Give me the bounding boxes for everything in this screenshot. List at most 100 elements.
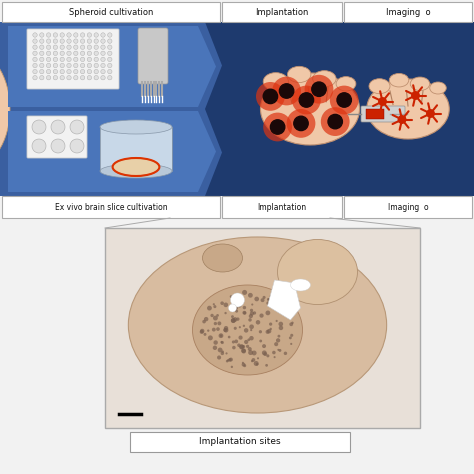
Circle shape <box>108 57 112 62</box>
Text: Ex vivo brain slice cultivation: Ex vivo brain slice cultivation <box>55 202 167 211</box>
Circle shape <box>259 313 264 318</box>
Circle shape <box>46 51 51 55</box>
Circle shape <box>60 75 64 80</box>
Circle shape <box>242 311 246 315</box>
Circle shape <box>291 321 294 324</box>
FancyBboxPatch shape <box>366 109 384 119</box>
Circle shape <box>81 45 85 49</box>
Circle shape <box>241 348 246 353</box>
Circle shape <box>299 93 314 107</box>
Circle shape <box>60 51 64 55</box>
Circle shape <box>248 318 252 322</box>
Circle shape <box>252 358 255 362</box>
Polygon shape <box>8 26 216 107</box>
FancyBboxPatch shape <box>0 22 474 196</box>
Circle shape <box>212 328 216 332</box>
Circle shape <box>398 116 406 123</box>
Ellipse shape <box>288 66 311 82</box>
Circle shape <box>286 311 289 314</box>
Circle shape <box>305 75 333 104</box>
Circle shape <box>233 308 237 311</box>
Ellipse shape <box>369 79 390 94</box>
Ellipse shape <box>113 158 159 176</box>
Text: Imaging  o: Imaging o <box>388 202 428 211</box>
Circle shape <box>234 339 238 343</box>
FancyBboxPatch shape <box>130 432 350 452</box>
Circle shape <box>269 322 272 326</box>
Circle shape <box>231 318 236 323</box>
Circle shape <box>60 33 64 37</box>
Circle shape <box>94 33 99 37</box>
Circle shape <box>242 362 244 364</box>
Circle shape <box>87 64 91 68</box>
Circle shape <box>73 57 78 62</box>
Circle shape <box>94 75 99 80</box>
Circle shape <box>427 110 434 117</box>
Ellipse shape <box>261 73 359 145</box>
Ellipse shape <box>313 71 336 87</box>
Circle shape <box>275 320 278 322</box>
Text: Implantation: Implantation <box>255 8 309 17</box>
Circle shape <box>243 364 246 367</box>
Circle shape <box>108 75 112 80</box>
Circle shape <box>237 344 241 347</box>
Circle shape <box>67 51 71 55</box>
Circle shape <box>33 64 37 68</box>
Circle shape <box>250 311 254 316</box>
Circle shape <box>46 75 51 80</box>
Circle shape <box>220 352 224 355</box>
Polygon shape <box>267 280 301 320</box>
FancyBboxPatch shape <box>27 116 87 158</box>
Circle shape <box>60 64 64 68</box>
Circle shape <box>81 33 85 37</box>
Ellipse shape <box>410 77 430 91</box>
Circle shape <box>213 346 217 350</box>
Circle shape <box>234 327 237 330</box>
Circle shape <box>67 69 71 74</box>
Circle shape <box>251 360 254 362</box>
Circle shape <box>81 75 85 80</box>
Circle shape <box>328 114 342 129</box>
Circle shape <box>272 351 276 354</box>
Circle shape <box>101 64 105 68</box>
Circle shape <box>94 45 99 49</box>
Circle shape <box>73 33 78 37</box>
Circle shape <box>200 330 204 334</box>
Circle shape <box>224 302 228 307</box>
Circle shape <box>216 314 219 317</box>
Circle shape <box>40 33 44 37</box>
Circle shape <box>274 342 278 346</box>
Circle shape <box>233 317 237 322</box>
Circle shape <box>213 303 215 305</box>
Circle shape <box>33 39 37 43</box>
Circle shape <box>290 343 292 345</box>
Circle shape <box>233 307 237 310</box>
FancyBboxPatch shape <box>100 127 172 171</box>
Circle shape <box>108 39 112 43</box>
Circle shape <box>101 75 105 80</box>
Circle shape <box>101 57 105 62</box>
Circle shape <box>60 45 64 49</box>
Circle shape <box>101 45 105 49</box>
Circle shape <box>249 336 254 340</box>
Text: Implantation: Implantation <box>257 202 307 211</box>
Ellipse shape <box>0 49 10 169</box>
Ellipse shape <box>277 239 357 304</box>
Circle shape <box>81 69 85 74</box>
Circle shape <box>70 120 84 134</box>
Ellipse shape <box>291 279 310 291</box>
Circle shape <box>33 69 37 74</box>
Circle shape <box>221 341 224 344</box>
Circle shape <box>220 301 224 305</box>
FancyBboxPatch shape <box>344 196 472 218</box>
Circle shape <box>263 89 278 104</box>
Circle shape <box>279 326 283 330</box>
Circle shape <box>248 347 252 351</box>
Circle shape <box>248 293 253 298</box>
Circle shape <box>242 363 246 366</box>
Circle shape <box>213 305 217 308</box>
Ellipse shape <box>100 120 172 134</box>
Circle shape <box>218 321 221 325</box>
Circle shape <box>231 315 234 318</box>
Circle shape <box>267 329 271 333</box>
